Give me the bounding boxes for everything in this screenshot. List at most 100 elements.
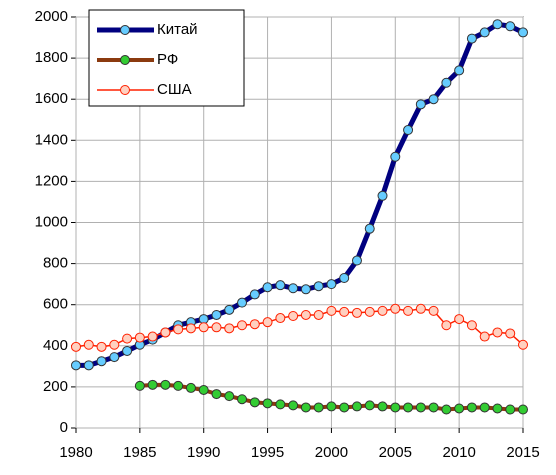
data-point [339, 402, 350, 413]
data-point [364, 223, 375, 234]
data-point [390, 303, 401, 314]
data-point [351, 401, 362, 412]
data-point [224, 323, 235, 334]
data-point [441, 320, 452, 331]
data-point [96, 356, 107, 367]
y-tick-label: 1000 [35, 213, 68, 230]
data-point [415, 99, 426, 110]
data-point [339, 306, 350, 317]
data-point [237, 320, 248, 331]
data-point [454, 403, 465, 414]
x-tick-label: 1990 [187, 444, 220, 461]
data-point [326, 279, 337, 290]
data-point [262, 317, 273, 328]
data-point [454, 314, 465, 325]
data-point [300, 402, 311, 413]
data-point [415, 303, 426, 314]
data-point [479, 402, 490, 413]
data-point [237, 297, 248, 308]
data-point [441, 77, 452, 88]
data-point [83, 339, 94, 350]
x-tick-label: 2005 [379, 444, 412, 461]
data-point [122, 333, 133, 344]
data-point [198, 384, 209, 395]
data-point [492, 327, 503, 338]
data-point [71, 360, 81, 371]
y-tick-label: 600 [43, 296, 68, 313]
y-tick-label: 200 [43, 378, 68, 395]
data-point [71, 341, 81, 352]
data-point [96, 341, 107, 352]
legend-marker [120, 85, 130, 95]
data-point [198, 322, 209, 333]
data-point [147, 379, 158, 390]
data-point [224, 391, 235, 402]
data-point [288, 283, 299, 294]
data-point [173, 380, 184, 391]
data-point [134, 380, 145, 391]
data-point [109, 352, 120, 363]
data-point [377, 190, 388, 201]
data-point [224, 304, 235, 315]
data-point [505, 21, 516, 32]
data-point [326, 305, 337, 316]
legend-label: США [157, 81, 192, 98]
data-point [403, 125, 414, 136]
data-point [351, 255, 362, 266]
data-point [518, 27, 528, 38]
y-tick-label: 1800 [35, 49, 68, 66]
y-tick-label: 800 [43, 255, 68, 272]
data-point [211, 309, 222, 320]
data-point [160, 379, 171, 390]
x-tick-label: 2010 [442, 444, 475, 461]
data-point [492, 403, 503, 414]
y-tick-label: 1600 [35, 90, 68, 107]
data-point [351, 307, 362, 318]
data-point [262, 282, 273, 293]
data-point [275, 399, 286, 410]
x-tick-label: 1985 [123, 444, 156, 461]
data-point [237, 394, 248, 405]
data-point [185, 323, 196, 334]
data-point [109, 339, 120, 350]
data-point [173, 324, 184, 335]
data-point [492, 19, 503, 30]
data-point [415, 402, 426, 413]
data-point [505, 328, 516, 339]
data-point [275, 313, 286, 324]
legend-marker [120, 25, 130, 35]
data-point [211, 322, 222, 333]
data-point [300, 284, 311, 295]
x-tick-label: 1980 [59, 444, 92, 461]
data-point [466, 33, 477, 44]
data-point [403, 402, 414, 413]
data-point [403, 305, 414, 316]
y-tick-label: 400 [43, 337, 68, 354]
data-point [518, 339, 528, 350]
data-point [466, 320, 477, 331]
y-tick-label: 0 [60, 419, 68, 436]
data-point [390, 402, 401, 413]
data-point [185, 382, 196, 393]
legend-marker [120, 55, 130, 65]
data-point [428, 94, 439, 105]
data-point [466, 402, 477, 413]
data-point [249, 289, 260, 300]
data-point [122, 345, 133, 356]
legend-label: РФ [157, 51, 178, 68]
data-point [339, 272, 350, 283]
data-point [428, 402, 439, 413]
y-tick-label: 1200 [35, 172, 68, 189]
data-point [211, 389, 222, 400]
data-point [313, 309, 324, 320]
data-point [288, 400, 299, 411]
data-point [300, 309, 311, 320]
data-point [313, 281, 324, 292]
data-point [288, 311, 299, 322]
data-point [390, 151, 401, 162]
data-point [326, 401, 337, 412]
x-tick-label: 2000 [315, 444, 348, 461]
data-point [441, 404, 452, 415]
data-point [377, 305, 388, 316]
data-point [147, 331, 158, 342]
